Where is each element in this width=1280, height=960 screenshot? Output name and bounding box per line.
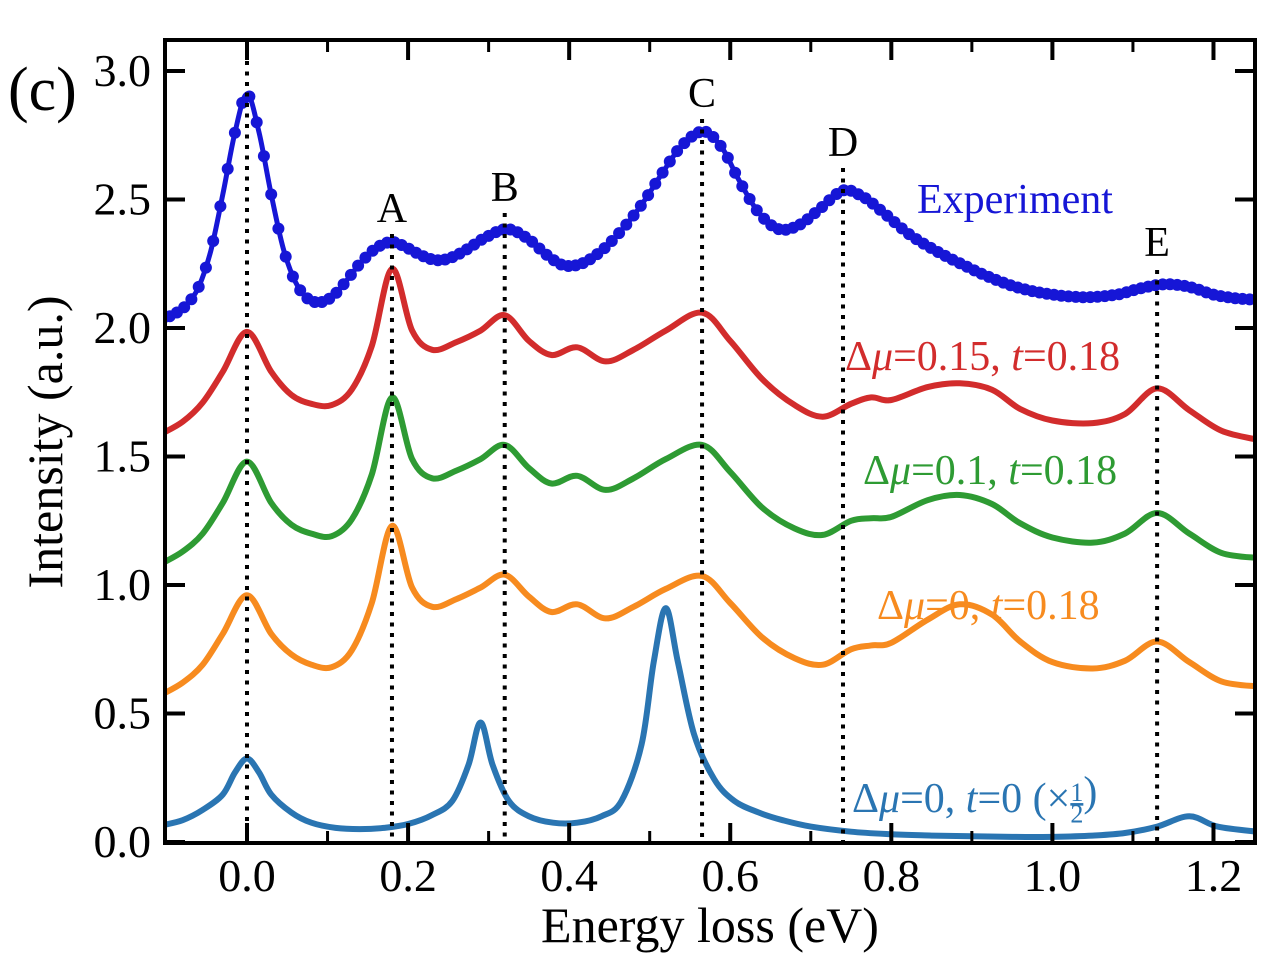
experiment-data-point bbox=[627, 209, 640, 222]
peak-labels-layer: A B C D E bbox=[377, 71, 1170, 266]
x-tick-label: 1.0 bbox=[1024, 850, 1082, 901]
experiment-data-point bbox=[352, 259, 365, 272]
experiment-data-point bbox=[250, 116, 263, 129]
y-tick-label: 1.5 bbox=[94, 431, 152, 482]
y-tick-label: 3.0 bbox=[94, 45, 152, 96]
legend-dmu-0-15-t-0-18: Δμ=0.15, t=0.18 bbox=[845, 334, 1120, 380]
experiment-data-point bbox=[605, 235, 618, 247]
x-tick-label: 0.0 bbox=[218, 850, 276, 901]
peak-label-D: D bbox=[828, 120, 858, 166]
legend-dmu-0-1-t-0-18: Δμ=0.1, t=0.18 bbox=[863, 448, 1117, 494]
experiment-data-point bbox=[272, 222, 285, 235]
tick-labels-layer: 0.0 0.2 0.4 0.6 0.8 1.0 1.2 0.0 0.5 1.0 1.5 2.0 2.5 3… bbox=[94, 45, 1243, 901]
experiment-data-point bbox=[663, 155, 676, 168]
curve-dmu-0-t-0-half bbox=[166, 605, 1254, 840]
axes-frame bbox=[163, 38, 1257, 845]
legend-experiment: Experiment bbox=[917, 177, 1113, 223]
experiment-data-point bbox=[721, 151, 734, 164]
experiment-data-point bbox=[642, 189, 655, 202]
experiment-data-point bbox=[729, 166, 742, 179]
peak-label-C: C bbox=[688, 71, 716, 117]
experiment-data-point bbox=[279, 250, 292, 263]
x-tick-label: 0.4 bbox=[540, 850, 598, 901]
experiment-data-point bbox=[294, 284, 307, 297]
experiment-data-point bbox=[192, 280, 205, 293]
experiment-data-point bbox=[214, 200, 227, 213]
peak-label-A: A bbox=[377, 186, 408, 232]
x-tick-label: 0.6 bbox=[701, 850, 759, 901]
legend-layer: Experiment Δμ=0.15, t=0.18 Δμ=0.1, t=0.18 Δ… bbox=[845, 177, 1120, 828]
experiment-data-point bbox=[257, 150, 270, 163]
curve-dmu-0-1-t-0-18 bbox=[166, 394, 1254, 565]
y-tick-label: 0.0 bbox=[94, 816, 152, 867]
x-axis-title: Energy loss (eV) bbox=[541, 897, 879, 953]
legend-dmu-0-t-0-18: Δμ=0, t=0.18 bbox=[877, 583, 1100, 629]
experiment-data-point bbox=[330, 286, 343, 299]
experiment-data-point bbox=[634, 199, 647, 212]
experiment-data-point bbox=[649, 177, 662, 190]
y-tick-label: 1.0 bbox=[94, 559, 152, 610]
experiment-data-point bbox=[178, 301, 191, 314]
experiment-data-point bbox=[344, 268, 357, 281]
ticks-layer bbox=[165, 40, 1255, 844]
x-tick-label: 1.2 bbox=[1185, 850, 1243, 901]
experiment-data-point bbox=[1243, 293, 1254, 306]
y-tick-label: 2.0 bbox=[94, 302, 152, 353]
experiment-data-point bbox=[337, 278, 350, 291]
experiment-data-point bbox=[265, 188, 278, 201]
peak-label-B: B bbox=[491, 165, 519, 211]
peak-label-E: E bbox=[1144, 220, 1170, 266]
experiment-data-point bbox=[743, 193, 756, 205]
y-axis-title: Intensity (a.u.) bbox=[17, 296, 73, 589]
experiment-data-point bbox=[620, 218, 633, 231]
experiment-data-point bbox=[707, 131, 720, 143]
experiment-data-point bbox=[656, 166, 669, 179]
legend-dmu-0-t-0-half: Δμ=0, t=0 (×1 2) bbox=[852, 770, 1097, 829]
experiment-data-point bbox=[185, 293, 198, 306]
experiment-data-point bbox=[750, 204, 763, 217]
y-tick-label: 2.5 bbox=[94, 174, 152, 225]
experiment-data-point bbox=[613, 227, 626, 240]
experiment-data-point bbox=[736, 180, 749, 193]
markers-layer bbox=[166, 90, 1254, 324]
y-tick-label: 0.5 bbox=[94, 688, 152, 739]
x-tick-label: 0.2 bbox=[379, 850, 437, 901]
peak-guides-layer bbox=[245, 40, 1160, 843]
x-tick-label: 0.8 bbox=[863, 850, 921, 901]
experiment-data-point bbox=[207, 235, 220, 247]
curve-dmu-0-t-0-18 bbox=[166, 522, 1254, 696]
experiment-data-point bbox=[714, 139, 727, 152]
plot-frame bbox=[163, 38, 1257, 845]
curve-dmu-0-15-t-0-18 bbox=[166, 265, 1254, 443]
panel-label: (c) bbox=[8, 56, 77, 124]
experiment-data-point bbox=[228, 126, 241, 139]
experiment-data-point bbox=[286, 270, 299, 283]
experiment-data-point bbox=[671, 145, 684, 158]
experiment-data-point bbox=[199, 261, 212, 274]
experiment-data-point bbox=[221, 162, 234, 175]
